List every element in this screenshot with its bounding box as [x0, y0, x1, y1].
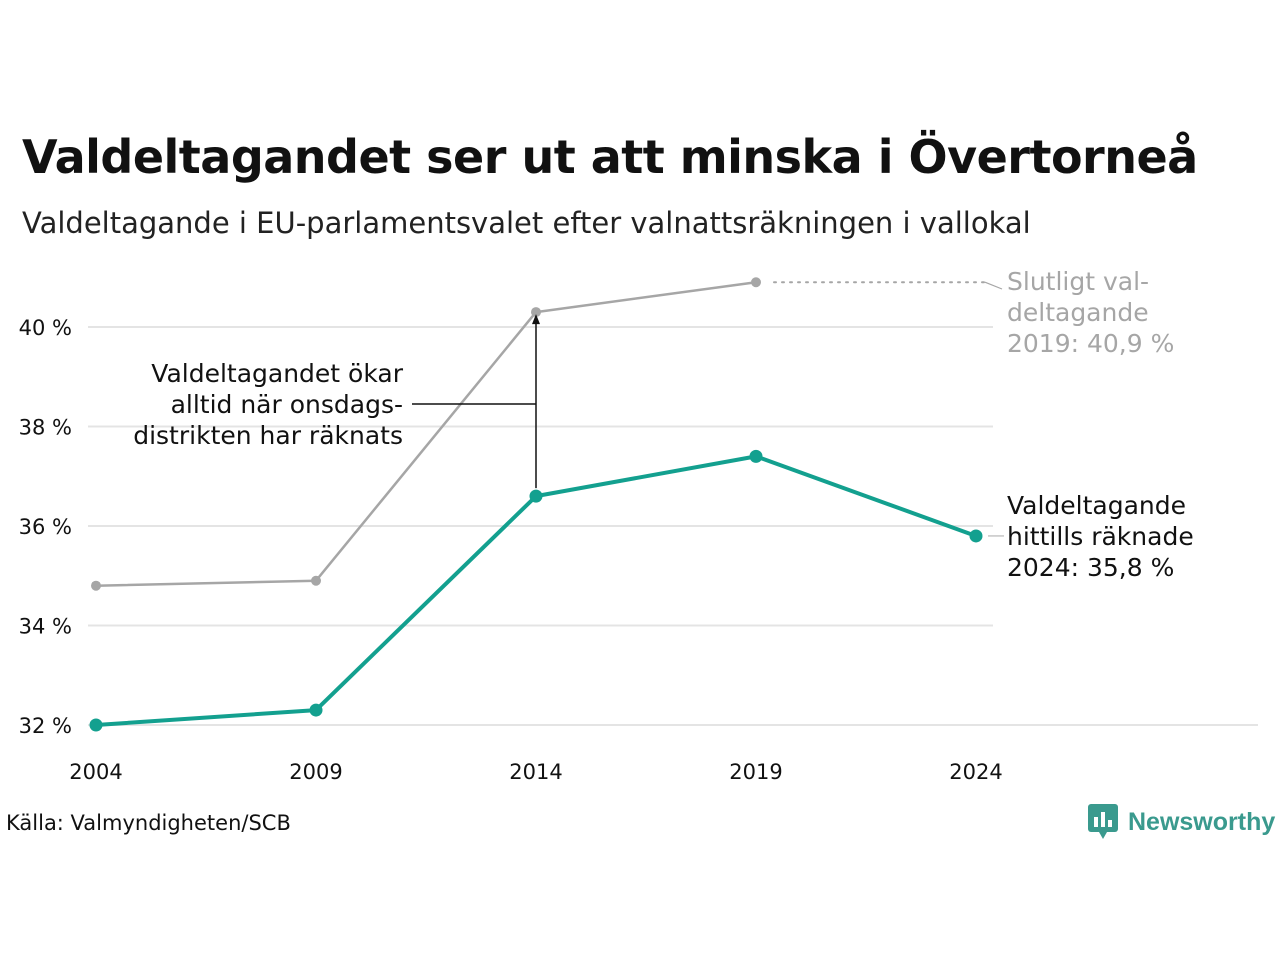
y-tick-label: 34 % [19, 615, 72, 639]
gridlines [88, 326, 1258, 726]
note-line: Valdeltagandet ökar [151, 359, 403, 388]
data-point-counted [969, 529, 983, 543]
chart-subtitle: Valdeltagande i EU-parlamentsvalet efter… [22, 206, 1031, 240]
arrow-head [532, 314, 540, 325]
logo-text: Newsworthy [1128, 807, 1276, 836]
x-tick-label: 2024 [949, 760, 1002, 784]
final-label-line: Slutligt val- [1007, 267, 1149, 296]
data-point-counted [89, 718, 103, 732]
y-tick-label: 32 % [19, 714, 72, 738]
data-point-final [311, 575, 321, 586]
series-lines [89, 277, 983, 732]
data-point-counted [529, 489, 543, 503]
data-point-counted [749, 449, 763, 463]
x-tick-label: 2014 [509, 760, 562, 784]
y-tick-label: 36 % [19, 515, 72, 539]
final-label-line: deltagande [1007, 298, 1149, 327]
final-label-connector [984, 281, 1003, 290]
data-point-counted [309, 703, 323, 717]
y-tick-label: 38 % [19, 416, 72, 440]
data-point-final [751, 277, 761, 288]
note-line: alltid när onsdags- [171, 390, 403, 419]
final-label-line: 2019: 40,9 % [1007, 329, 1174, 358]
note-line: distrikten har räknats [133, 421, 403, 450]
x-tick-label: 2004 [69, 760, 122, 784]
y-tick-label: 40 % [19, 316, 72, 340]
chart-title: Valdeltagandet ser ut att minska i Övert… [22, 130, 1198, 184]
x-tick-label: 2019 [729, 760, 782, 784]
x-axis-ticks: 2004 2009 2014 2019 2024 [69, 760, 1002, 784]
newsworthy-logo: Newsworthy [1088, 804, 1275, 840]
bar-chart-icon [1088, 804, 1118, 839]
data-point-final [531, 307, 541, 318]
series-line-final [95, 280, 757, 587]
source-note: Källa: Valmyndigheten/SCB [6, 811, 291, 835]
counted-label-line: Valdeltagande [1007, 491, 1186, 520]
y-axis-ticks: 32 % 34 % 36 % 38 % 40 % [19, 316, 72, 738]
counted-label-line: hittills räknade [1007, 522, 1194, 551]
x-tick-label: 2009 [289, 760, 342, 784]
data-point-final [91, 580, 101, 591]
counted-label-line: 2024: 35,8 % [1007, 553, 1174, 582]
